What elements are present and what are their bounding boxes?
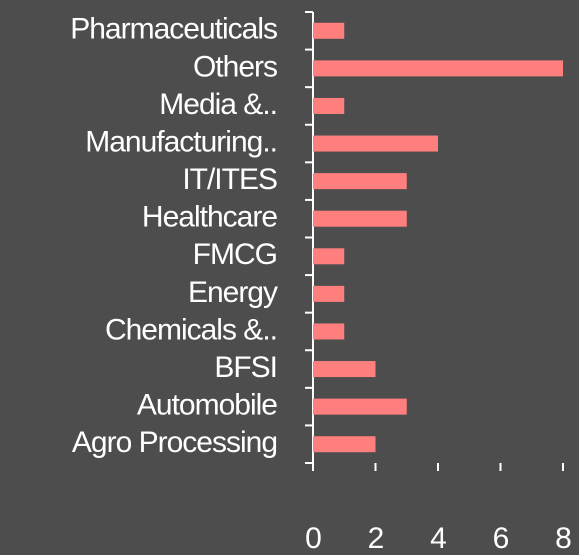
y-tick-label: FMCG [193,238,277,271]
x-tick-label: 4 [430,522,446,555]
y-tick-label: Manufacturing.. [85,125,277,158]
bar [313,60,563,77]
bar [313,22,345,39]
x-tick-label: 0 [305,522,321,555]
bar [313,398,407,415]
bar [313,361,376,378]
y-tick-label: Automobile [137,389,277,422]
bar [313,323,345,340]
y-tick-label: Chemicals &.. [105,313,277,346]
y-tick-label: Agro Processing [72,426,277,459]
y-tick-label: Energy [188,276,278,309]
bar [313,248,345,265]
y-tick-label: Healthcare [142,201,277,234]
y-tick-label: Pharmaceuticals [70,13,277,46]
bar [313,97,345,114]
x-tick-label: 2 [368,522,384,555]
y-tick-label: Others [193,50,277,83]
bar [313,436,376,453]
x-tick-label: 6 [493,522,509,555]
x-tick-label: 8 [555,522,571,555]
bar [313,135,438,152]
y-tick-label: IT/ITES [182,163,277,196]
y-tick-label: Media &.. [159,88,277,121]
bar [313,173,407,190]
y-tick-label: BFSI [214,351,277,384]
bar [313,285,345,302]
bar [313,210,407,227]
